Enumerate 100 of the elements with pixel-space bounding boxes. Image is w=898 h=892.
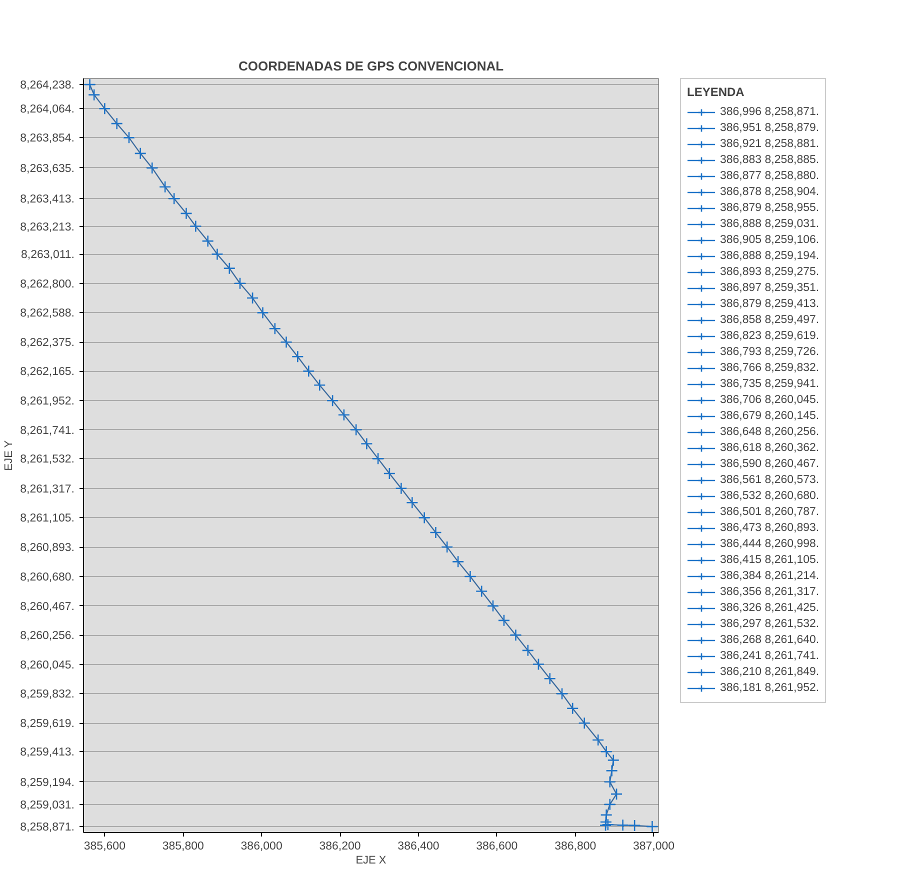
point <box>223 262 236 274</box>
legend-label: 386,561 8,260,573. <box>720 473 820 488</box>
y-tick-label: 8,260,893. <box>20 542 75 554</box>
point <box>592 734 604 746</box>
legend-label: 386,996 8,258,871. <box>720 105 820 120</box>
y-tick-label: 8,260,045. <box>20 659 75 672</box>
point <box>202 234 214 248</box>
point <box>234 277 246 290</box>
y-tick-label: 8,262,375. <box>20 337 75 350</box>
point <box>302 365 315 378</box>
point <box>146 162 158 174</box>
legend-label: 386,897 8,259,351. <box>720 281 820 296</box>
legend-label: 386,268 8,261,640. <box>720 633 820 648</box>
point <box>532 658 545 670</box>
y-tick-label: 8,264,238. <box>20 80 75 92</box>
y-tick-label: 8,259,031. <box>20 799 75 812</box>
legend-label: 386,793 8,259,726. <box>720 345 820 360</box>
point <box>600 745 612 758</box>
point <box>464 570 476 583</box>
point <box>628 819 641 832</box>
y-tick-label: 8,260,256. <box>20 630 75 642</box>
y-tick-label: 8,263,011. <box>21 249 75 262</box>
legend-label: 386,501 8,260,787. <box>720 505 820 520</box>
y-tick-label: 8,259,413. <box>20 746 75 759</box>
x-axis-title: EJE X <box>356 854 387 866</box>
point <box>360 438 373 450</box>
point <box>607 754 620 766</box>
point <box>610 788 623 800</box>
point <box>84 78 96 91</box>
x-tick-label: 386,800 <box>554 840 596 852</box>
point <box>606 764 618 777</box>
x-tick-label: 385,600 <box>84 840 126 852</box>
point <box>452 556 464 568</box>
x-tick-label: 386,000 <box>240 840 282 852</box>
x-tick-label: 386,600 <box>476 840 518 852</box>
point <box>280 336 292 348</box>
legend-label: 386,823 8,259,619. <box>720 329 820 344</box>
y-tick-label: 8,258,871. <box>20 822 75 834</box>
x-tick-label: 385,800 <box>162 840 204 852</box>
point <box>406 496 418 509</box>
point <box>604 798 616 811</box>
legend-label: 386,297 8,261,532. <box>720 617 820 632</box>
y-axis-title: EJE Y <box>3 440 16 471</box>
point <box>475 585 488 598</box>
point <box>168 192 180 205</box>
chart-title: COORDENADAS DE GPS CONVENCIONAL <box>238 58 504 74</box>
legend-label: 386,648 8,260,256. <box>720 425 820 440</box>
point <box>498 614 510 627</box>
point <box>268 322 282 335</box>
point <box>566 702 579 715</box>
y-tick-label: 8,261,105. <box>20 512 75 525</box>
x-tick-label: 387,000 <box>633 840 675 852</box>
y-tick-label: 8,263,413. <box>20 194 75 206</box>
legend-label: 386,905 8,259,106. <box>720 233 820 248</box>
y-tick-label: 8,260,467. <box>20 600 75 613</box>
point <box>372 452 384 465</box>
legend-label: 386,879 8,259,413. <box>720 297 820 312</box>
y-tick-label: 8,259,832. <box>20 688 75 701</box>
legend-label: 386,444 8,260,998. <box>720 537 820 552</box>
point <box>544 672 556 685</box>
y-tick-label: 8,259,194. <box>20 776 75 789</box>
legend-label: 386,590 8,260,467. <box>720 457 820 472</box>
point <box>211 248 224 260</box>
legend-label: 386,766 8,259,832. <box>720 361 820 376</box>
legend-title: LEYENDA <box>687 85 746 99</box>
point <box>510 628 522 642</box>
x-tick-label: 386,200 <box>319 840 361 852</box>
point <box>180 207 192 220</box>
legend-label: 386,532 8,260,680. <box>720 489 820 504</box>
legend-label: 386,679 8,260,145. <box>720 409 820 424</box>
point <box>350 424 362 436</box>
point <box>522 644 534 657</box>
legend-label: 386,356 8,261,317. <box>720 585 820 600</box>
point <box>578 716 591 730</box>
point <box>604 776 616 788</box>
legend-label: 386,618 8,260,362. <box>720 441 820 456</box>
point <box>395 482 408 495</box>
legend-label: 386,879 8,258,955. <box>720 201 820 216</box>
legend-label: 386,384 8,261,214. <box>720 569 820 584</box>
legend-label: 386,888 8,259,031. <box>720 217 820 232</box>
y-tick-label: 8,259,619. <box>20 718 75 730</box>
point <box>486 600 500 612</box>
point <box>313 378 326 392</box>
y-tick-label: 8,261,741. <box>20 424 75 437</box>
point <box>383 467 396 480</box>
legend-label: 386,893 8,259,275. <box>720 265 820 280</box>
point <box>556 688 568 700</box>
y-tick-label: 8,261,317. <box>20 483 75 496</box>
point <box>326 394 339 407</box>
y-tick-label: 8,262,588. <box>20 308 75 320</box>
legend-label: 386,241 8,261,741. <box>720 649 820 664</box>
point <box>88 88 100 101</box>
legend-label: 386,951 8,258,879. <box>720 121 820 136</box>
legend-label: 386,706 8,260,045. <box>720 393 820 408</box>
point <box>110 117 123 130</box>
legend-label: 386,735 8,259,941. <box>720 377 820 392</box>
legend-label: 386,878 8,258,904. <box>720 185 820 200</box>
y-tick-label: 8,262,165. <box>20 366 75 378</box>
legend-label: 386,181 8,261,952. <box>720 681 820 696</box>
y-tick-label: 8,260,680. <box>20 571 75 584</box>
